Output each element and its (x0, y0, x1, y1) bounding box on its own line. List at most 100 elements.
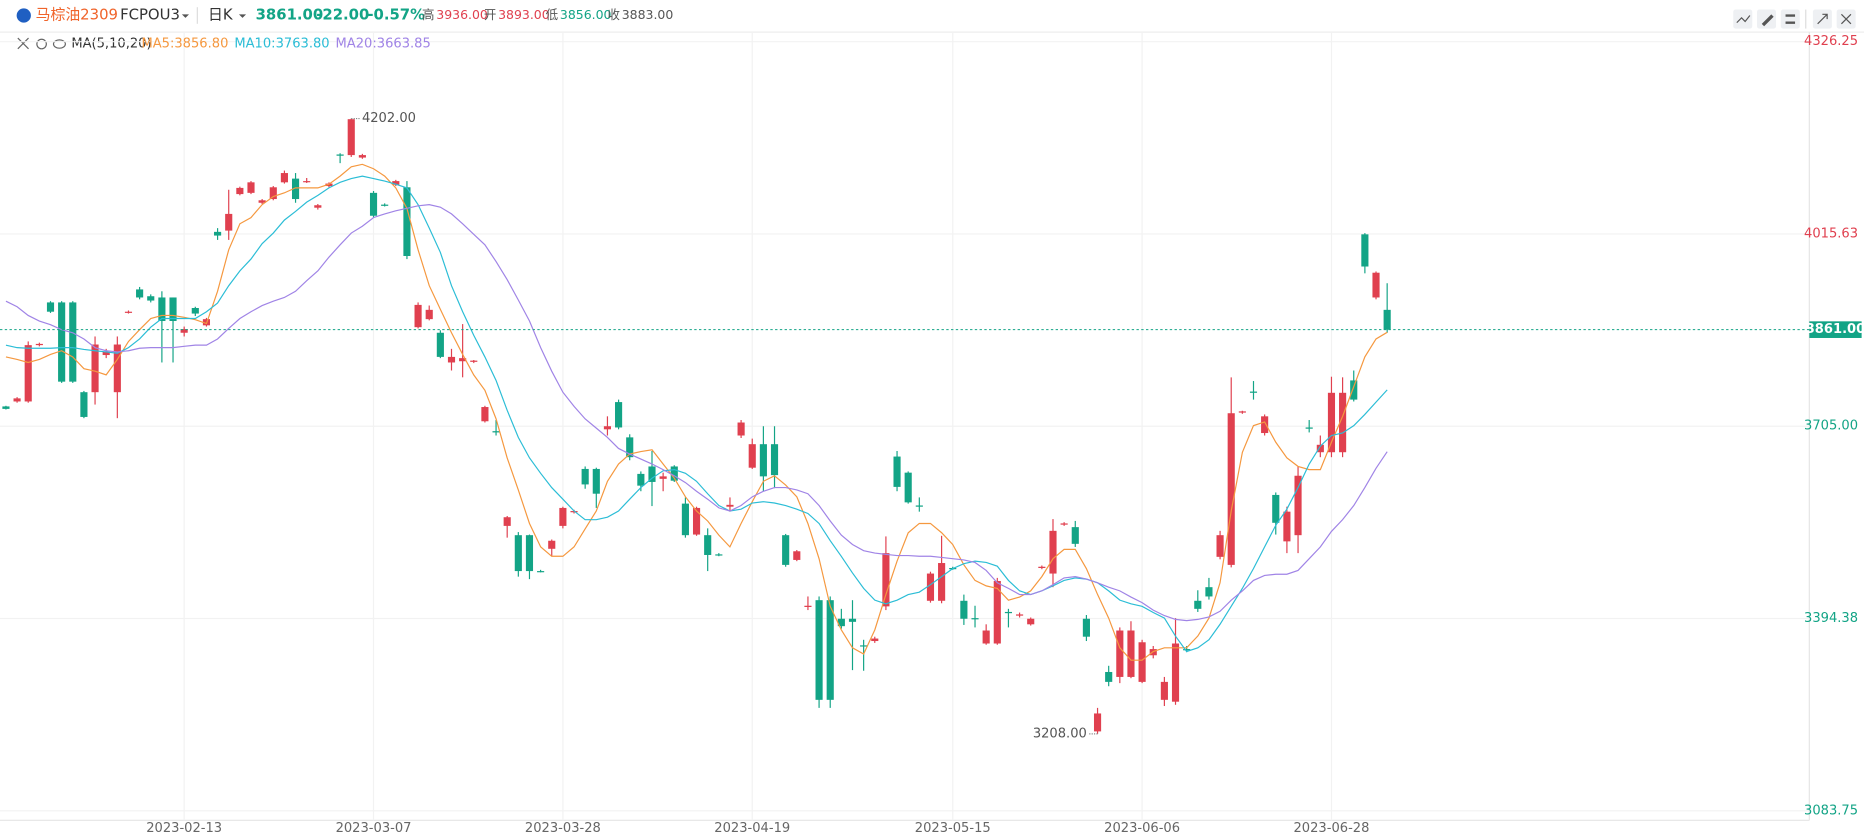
legend-entry: MA20:3663.85 (336, 37, 431, 52)
candle-body (1038, 566, 1046, 568)
candle-body (592, 468, 600, 494)
ma-line (5, 204, 1388, 622)
candle-body (960, 600, 968, 619)
candle-body (1238, 411, 1246, 413)
candle-body (1171, 643, 1180, 702)
indicator-settings[interactable] (36, 38, 47, 50)
y-tick-label: 4015.63 (1804, 226, 1858, 241)
indicator-remove[interactable] (17, 37, 29, 50)
period[interactable]: 日K (208, 6, 234, 24)
candle-body (291, 178, 300, 200)
candle-body (46, 302, 55, 312)
candle-body (1372, 272, 1380, 298)
symbol-name[interactable]: 马棕油2309 (36, 6, 118, 24)
y-tick-label: 3705.00 (1804, 419, 1858, 434)
toolbar (1733, 9, 1856, 29)
candle-body (626, 437, 634, 458)
candle-body (492, 431, 500, 433)
candle-body (1194, 600, 1202, 609)
candle-body (848, 618, 857, 622)
candle-body (425, 309, 433, 320)
candle-body (158, 297, 166, 321)
candle-body (1105, 671, 1113, 682)
x-tick-label: 2023-03-07 (336, 821, 412, 836)
candle-body (525, 535, 534, 572)
candle-body (147, 296, 155, 301)
overlay: MA5:3856.80 MA10:3763.80 MA20:3663.85 3861.… (0, 37, 1864, 741)
candle-body (459, 358, 467, 362)
candle-body (603, 426, 612, 430)
low-value: 3856.00 (560, 7, 612, 22)
x-tick-label: 2023-04-19 (714, 821, 790, 836)
period-dropdown[interactable] (238, 14, 247, 18)
candle-body (770, 444, 779, 476)
candle-body (136, 289, 144, 298)
candle-body (804, 605, 812, 607)
candle-body (659, 476, 667, 479)
candle-body (214, 231, 222, 236)
candle-body (124, 311, 133, 313)
candle-body (369, 192, 378, 216)
candle-body (236, 187, 244, 195)
symbol-code[interactable]: FCPOU3 (120, 6, 180, 24)
close-icon (1840, 13, 1852, 25)
low-label: 低 (546, 7, 559, 22)
candle-body (180, 329, 188, 333)
plot (2, 118, 1391, 734)
candle-body (336, 154, 344, 156)
symbol-icon (16, 8, 31, 23)
tool-icon (1785, 14, 1796, 24)
indicator-visibility[interactable] (52, 39, 66, 49)
symbol-dropdown[interactable] (181, 14, 190, 18)
candle-body (1093, 713, 1102, 732)
candle-body (1361, 234, 1369, 267)
candle-body (537, 571, 545, 573)
x-tick-label: 2023-05-15 (915, 821, 991, 836)
candle-body (325, 183, 333, 187)
candle-body (1339, 392, 1347, 453)
candle-body (793, 551, 801, 560)
candle-body (759, 444, 767, 477)
candle-body (1294, 475, 1302, 536)
candle-body (1138, 642, 1146, 682)
x-tick-label: 2023-02-13 (146, 821, 222, 836)
candle-body (514, 535, 522, 572)
candle-body (24, 345, 32, 402)
high-label: 高 (422, 7, 434, 22)
candle-body (1071, 527, 1079, 544)
candle-body (1272, 494, 1280, 523)
x-tick-label: 2023-03-28 (525, 821, 601, 836)
candle-body (982, 630, 990, 644)
candle-body (1082, 618, 1090, 637)
candle-body (815, 600, 823, 700)
candle-body (2, 406, 10, 409)
candle-body (403, 187, 411, 256)
candle-body (837, 618, 845, 627)
candle-body (904, 472, 912, 503)
candle-body (1383, 309, 1391, 330)
ma-line (5, 175, 1388, 653)
candle-body (871, 638, 879, 642)
candle-body (681, 503, 689, 536)
candle-body (748, 444, 756, 468)
candle-body (1127, 630, 1135, 677)
candle-body (737, 422, 745, 436)
ma-line (5, 163, 1388, 661)
candle-body (1305, 427, 1313, 429)
last-price: 3861.00 (256, 6, 324, 24)
candle-body (447, 356, 456, 363)
tool-button[interactable] (1780, 9, 1800, 29)
candle-body (13, 398, 21, 402)
candle-body (559, 507, 567, 526)
candle-body (648, 466, 656, 482)
candle-body (993, 580, 1001, 644)
candle-body (704, 535, 712, 555)
candle-body (169, 297, 177, 321)
tool-icon (1736, 15, 1751, 24)
candle-body (1205, 587, 1213, 597)
candle-body (69, 302, 77, 382)
price-tag-label: 3861.00 (1806, 322, 1864, 337)
candle-body (1350, 380, 1358, 400)
candle-body (225, 213, 233, 231)
